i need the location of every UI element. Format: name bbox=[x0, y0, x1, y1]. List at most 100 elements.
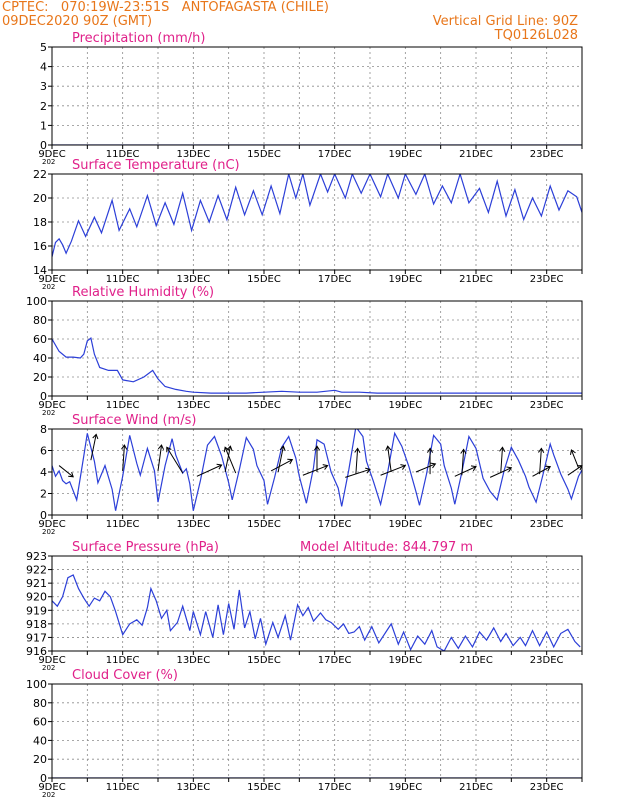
x-year-label: 202 bbox=[42, 283, 55, 291]
x-tick-label: 9DEC bbox=[38, 149, 65, 160]
wind-arrow-head bbox=[322, 464, 329, 470]
x-year-label: 202 bbox=[42, 409, 55, 417]
x-tick-label: 19DEC bbox=[388, 655, 422, 666]
wind-arrow-head bbox=[166, 446, 172, 453]
y-tick-label: 18 bbox=[33, 216, 47, 229]
y-tick-label: 4 bbox=[40, 61, 47, 74]
wind-arrow bbox=[277, 446, 284, 473]
x-tick-label: 23DEC bbox=[530, 400, 564, 411]
x-tick-label: 21DEC bbox=[459, 400, 493, 411]
panel-frame bbox=[51, 300, 583, 397]
x-tick-label: 9DEC bbox=[38, 655, 65, 666]
y-tick-label: 80 bbox=[33, 314, 47, 327]
y-tick-label: 918 bbox=[26, 618, 47, 631]
wind-arrow-head bbox=[470, 465, 477, 472]
wind-arrow-head bbox=[426, 447, 434, 453]
x-tick-label: 17DEC bbox=[318, 782, 352, 793]
x-tick-label: 13DEC bbox=[176, 782, 210, 793]
x-tick-label: 13DEC bbox=[176, 400, 210, 411]
wind-arrow-head bbox=[68, 471, 74, 478]
x-tick-label: 21DEC bbox=[459, 274, 493, 285]
panel-frame bbox=[51, 555, 583, 652]
wind-arrow-head bbox=[313, 445, 321, 451]
x-tick-label: 17DEC bbox=[318, 655, 352, 666]
wind-arrow-head bbox=[499, 446, 506, 452]
wind-arrow-head bbox=[460, 448, 467, 455]
x-tick-label: 21DEC bbox=[459, 655, 493, 666]
wind-arrow bbox=[122, 445, 125, 471]
wind-arrow bbox=[345, 468, 371, 478]
wind-arrow bbox=[461, 449, 465, 476]
x-tick-label: 21DEC bbox=[459, 782, 493, 793]
wind-arrow-head bbox=[216, 463, 223, 470]
panel-frame bbox=[51, 46, 583, 146]
x-year-label: 202 bbox=[42, 664, 55, 672]
x-tick-label: 17DEC bbox=[318, 519, 352, 530]
y-tick-label: 916 bbox=[26, 645, 47, 658]
y-tick-label: 60 bbox=[33, 333, 47, 346]
wind-arrow-head bbox=[570, 449, 576, 455]
panel-title: Relative Humidity (%) bbox=[72, 285, 214, 300]
panel-title: Precipitation (mm/h) bbox=[72, 31, 205, 46]
y-tick-label: 20 bbox=[33, 192, 47, 205]
wind-arrow bbox=[90, 434, 97, 461]
wind-arrow-head bbox=[354, 447, 361, 453]
wind-arrow bbox=[380, 465, 406, 476]
x-tick-label: 13DEC bbox=[176, 655, 210, 666]
x-tick-label: 9DEC bbox=[38, 400, 65, 411]
wind-arrow-head bbox=[385, 445, 392, 451]
y-tick-label: 20 bbox=[33, 371, 47, 384]
x-tick-label: 15DEC bbox=[247, 519, 281, 530]
panel-title: Surface Pressure (hPa) bbox=[72, 540, 219, 555]
wind-arrow bbox=[387, 446, 392, 473]
wind-arrow bbox=[500, 447, 503, 474]
panel-title: Surface Wind (m/s) bbox=[72, 413, 196, 428]
y-tick-label: 6 bbox=[40, 445, 47, 458]
x-tick-label: 11DEC bbox=[106, 655, 140, 666]
y-tick-label: 80 bbox=[33, 697, 47, 710]
y-tick-label: 0 bbox=[40, 390, 47, 403]
series-line bbox=[52, 429, 582, 511]
y-tick-label: 100 bbox=[26, 295, 47, 308]
wind-arrow bbox=[570, 449, 579, 468]
wind-arrow bbox=[166, 447, 184, 474]
header-grid-info: Vertical Grid Line: 90Z bbox=[432, 14, 578, 29]
y-tick-label: 919 bbox=[26, 604, 47, 617]
wind-arrow bbox=[224, 446, 231, 473]
wind-arrow-head bbox=[279, 445, 286, 452]
wind-arrow bbox=[302, 465, 328, 476]
wind-arrow-head bbox=[92, 433, 99, 440]
x-tick-label: 9DEC bbox=[38, 519, 65, 530]
x-tick-label: 15DEC bbox=[247, 400, 281, 411]
wind-arrow bbox=[567, 465, 583, 476]
y-tick-label: 921 bbox=[26, 577, 47, 590]
x-tick-label: 23DEC bbox=[530, 782, 564, 793]
x-tick-label: 19DEC bbox=[388, 400, 422, 411]
wind-arrow bbox=[415, 463, 436, 473]
y-tick-label: 920 bbox=[26, 591, 47, 604]
x-tick-label: 19DEC bbox=[388, 782, 422, 793]
y-tick-label: 40 bbox=[33, 352, 47, 365]
header-station: CPTEC: 070:19W-23:51S ANTOFAGASTA (CHILE… bbox=[2, 0, 329, 15]
y-tick-label: 922 bbox=[26, 564, 47, 577]
x-tick-label: 15DEC bbox=[247, 149, 281, 160]
y-tick-label: 1 bbox=[40, 119, 47, 132]
y-tick-label: 40 bbox=[33, 734, 47, 747]
x-tick-label: 15DEC bbox=[247, 274, 281, 285]
y-tick-label: 917 bbox=[26, 631, 47, 644]
x-tick-label: 23DEC bbox=[530, 149, 564, 160]
y-tick-label: 923 bbox=[26, 550, 47, 563]
x-tick-label: 9DEC bbox=[38, 274, 65, 285]
y-tick-label: 4 bbox=[40, 466, 47, 479]
y-tick-label: 60 bbox=[33, 716, 47, 729]
x-tick-label: 13DEC bbox=[176, 149, 210, 160]
x-tick-label: 19DEC bbox=[388, 274, 422, 285]
x-tick-label: 9DEC bbox=[38, 782, 65, 793]
panel-title: Cloud Cover (%) bbox=[72, 668, 178, 683]
x-year-label: 202 bbox=[42, 528, 55, 536]
wind-arrow-head bbox=[430, 462, 437, 469]
wind-arrow-head bbox=[287, 458, 294, 465]
x-tick-label: 23DEC bbox=[530, 274, 564, 285]
x-tick-label: 23DEC bbox=[530, 655, 564, 666]
